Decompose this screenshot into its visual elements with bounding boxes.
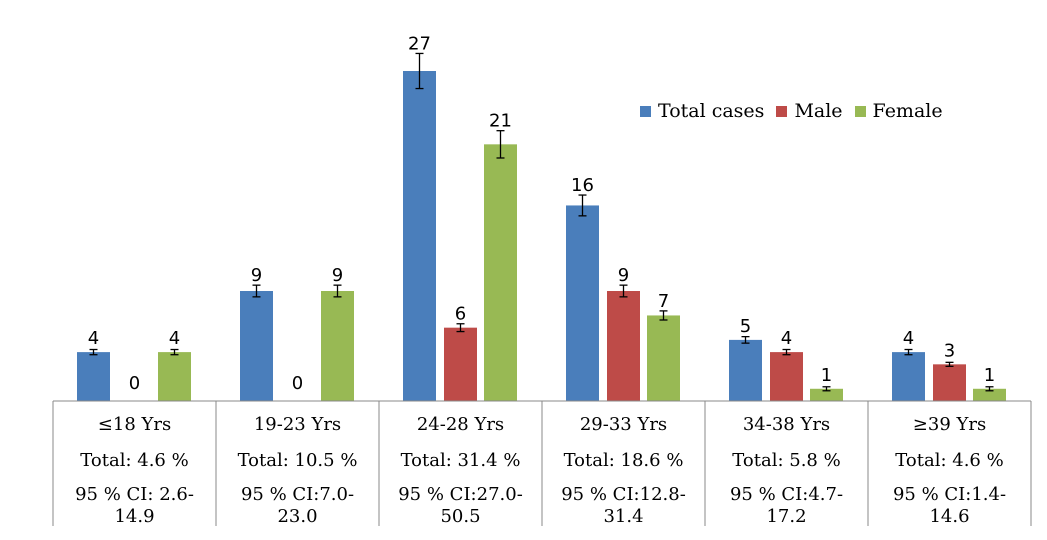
data-label: 0 (292, 373, 303, 394)
legend-label-total: Total cases (658, 100, 765, 122)
bar-male (933, 364, 966, 401)
confidence-interval: 95 % CI:4.7-17.2 (729, 484, 844, 527)
data-label: 4 (781, 328, 792, 349)
data-label: 9 (618, 265, 629, 286)
confidence-interval: 95 % CI: 2.6-14.9 (75, 484, 194, 527)
bar-female (321, 291, 354, 401)
total-percent: Total: 5.8 % (732, 450, 841, 471)
category-label: 29-33 Yrs (579, 414, 668, 435)
category-label: ≤18 Yrs (97, 414, 172, 435)
table-cell-age-34-38: 34-38 Yrs Total: 5.8 % 95 % CI:4.7-17.2 (705, 402, 868, 527)
bar-total-cases (566, 205, 599, 401)
data-label: 21 (489, 111, 512, 132)
data-label: 27 (408, 33, 431, 54)
legend-label-male: Male (794, 100, 843, 122)
data-label: 4 (88, 328, 99, 349)
bar-total-cases (403, 71, 436, 401)
total-percent: Total: 4.6 % (895, 450, 1004, 471)
bar-female (647, 315, 680, 401)
data-label: 6 (455, 304, 466, 325)
confidence-interval: 95 % CI:12.8-31.4 (561, 484, 686, 527)
bar-female (810, 388, 843, 401)
category-label: 34-38 Yrs (742, 414, 831, 435)
legend-item-total: Total cases (640, 100, 764, 122)
total-percent: Total: 31.4 % (400, 450, 521, 471)
data-label: 9 (332, 265, 343, 286)
legend-label-female: Female (872, 100, 943, 122)
legend: Total cases Male Female (640, 100, 955, 122)
bar-total-cases (77, 352, 110, 401)
bar-total-cases (240, 291, 273, 401)
data-label: 16 (571, 175, 594, 196)
table-cell-age-39: ≥39 Yrs Total: 4.6 % 95 % CI:1.4-14.6 (868, 402, 1031, 527)
total-percent: Total: 18.6 % (563, 450, 684, 471)
total-percent: Total: 4.6 % (80, 450, 189, 471)
category-label: ≥39 Yrs (912, 414, 987, 435)
category-label: 24-28 Yrs (416, 414, 505, 435)
confidence-interval: 95 % CI:7.0-23.0 (240, 484, 355, 527)
bar-female (973, 388, 1006, 401)
bar-male (770, 352, 803, 401)
bar-male (444, 327, 477, 401)
data-label: 7 (658, 291, 669, 312)
table-cell-age-24-28: 24-28 Yrs Total: 31.4 % 95 % CI:27.0-50.… (379, 402, 542, 527)
legend-item-female: Female (854, 100, 943, 122)
legend-swatch-total (640, 105, 651, 117)
data-label: 0 (129, 373, 140, 394)
bar-total-cases (892, 352, 925, 401)
bar-male (607, 291, 640, 401)
bar-female (158, 352, 191, 401)
table-cell-age-19-23: 19-23 Yrs Total: 10.5 % 95 % CI:7.0-23.0 (216, 402, 379, 527)
table-cell-age-29-33: 29-33 Yrs Total: 18.6 % 95 % CI:12.8-31.… (542, 402, 705, 527)
data-label: 3 (944, 340, 955, 361)
data-label: 5 (740, 316, 751, 337)
data-label: 9 (251, 265, 262, 286)
data-label: 1 (821, 365, 832, 386)
table-cell-age-18: ≤18 Yrs Total: 4.6 % 95 % CI: 2.6-14.9 (53, 402, 216, 527)
legend-swatch-female (854, 105, 866, 117)
confidence-interval: 95 % CI:1.4-14.6 (892, 484, 1007, 527)
data-label: 1 (984, 365, 995, 386)
total-percent: Total: 10.5 % (237, 450, 358, 471)
data-label: 4 (169, 328, 180, 349)
confidence-interval: 95 % CI:27.0-50.5 (398, 484, 523, 527)
bar-female (484, 144, 517, 402)
data-label: 4 (903, 328, 914, 349)
legend-swatch-male (776, 105, 788, 117)
bar-total-cases (729, 339, 762, 401)
legend-item-male: Male (776, 100, 843, 122)
category-label: 19-23 Yrs (253, 414, 342, 435)
